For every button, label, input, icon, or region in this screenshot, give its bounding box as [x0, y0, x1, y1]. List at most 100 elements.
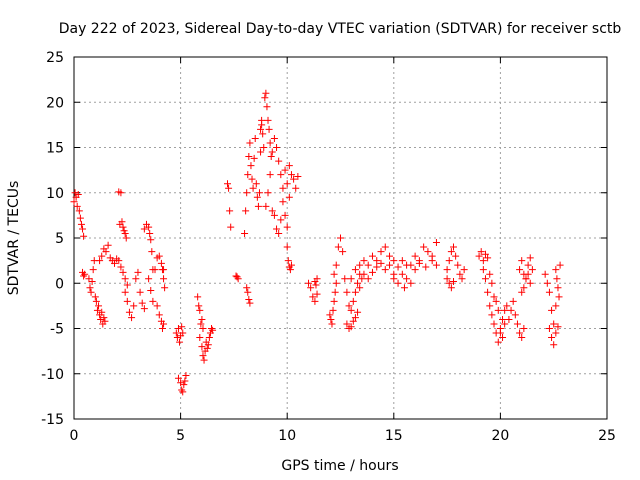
data-point: [262, 89, 270, 97]
data-point: [332, 279, 340, 287]
data-point: [149, 297, 157, 305]
data-point: [526, 254, 534, 262]
data-point: [244, 171, 252, 179]
data-point: [70, 198, 78, 206]
data-point: [411, 252, 419, 260]
data-point: [501, 320, 509, 328]
data-point: [246, 139, 254, 147]
data-point: [121, 275, 129, 283]
data-point: [255, 189, 263, 197]
data-point: [92, 297, 100, 305]
data-point: [411, 266, 419, 274]
data-point: [254, 202, 262, 210]
data-point: [398, 257, 406, 265]
data-point: [345, 302, 353, 310]
data-point: [123, 297, 131, 305]
data-point: [145, 275, 153, 283]
data-point: [198, 315, 206, 323]
data-point: [268, 148, 276, 156]
data-point: [145, 223, 153, 231]
data-point: [294, 172, 302, 180]
data-point: [200, 356, 208, 364]
data-point: [98, 308, 106, 316]
data-point: [360, 257, 368, 265]
x-tick-label: 10: [278, 428, 296, 444]
y-tick-labels: -15 -10 -5 0 5 10 15 20 25: [41, 50, 64, 428]
data-point: [277, 171, 285, 179]
data-point: [456, 270, 464, 278]
data-point: [181, 377, 189, 385]
data-point: [179, 388, 187, 396]
data-point: [312, 281, 320, 289]
data-point: [273, 225, 281, 233]
data-point: [313, 275, 321, 283]
data-point: [488, 279, 496, 287]
data-point: [73, 202, 81, 210]
data-point: [257, 148, 265, 156]
data-point: [347, 306, 355, 314]
data-point: [100, 314, 108, 322]
data-point: [368, 252, 376, 260]
data-point: [194, 293, 202, 301]
data-point: [178, 323, 186, 331]
data-point: [119, 223, 127, 231]
data-point: [347, 323, 355, 331]
data-point: [96, 257, 104, 265]
data-point: [252, 180, 260, 188]
chart-title: Day 222 of 2023, Sidereal Day-to-day VTE…: [59, 21, 622, 37]
data-point: [360, 270, 368, 278]
data-point: [125, 308, 133, 316]
data-point: [273, 144, 281, 151]
data-point: [248, 175, 256, 183]
data-point: [79, 225, 87, 233]
data-point: [334, 243, 342, 251]
data-point: [307, 284, 315, 292]
data-point: [176, 338, 184, 346]
data-point: [157, 259, 165, 267]
data-point: [516, 329, 524, 337]
data-point: [199, 352, 207, 360]
data-point: [121, 229, 129, 237]
data-point: [177, 379, 185, 387]
data-point: [377, 248, 385, 256]
data-point: [554, 323, 562, 331]
data-point: [71, 189, 79, 197]
data-point: [179, 329, 187, 337]
data-point: [552, 266, 560, 274]
data-point: [270, 134, 278, 142]
y-tick-label: 15: [46, 141, 64, 157]
data-point: [285, 162, 293, 170]
data-point: [265, 125, 273, 133]
data-point: [249, 184, 257, 192]
data-point: [138, 299, 146, 307]
data-point: [259, 130, 267, 138]
x-tick-label: 25: [598, 428, 616, 444]
data-point: [244, 288, 252, 296]
data-point: [528, 266, 536, 274]
y-tick-label: 5: [55, 231, 64, 247]
data-point: [449, 277, 457, 285]
y-tick-label: 20: [46, 95, 64, 111]
data-point: [128, 314, 136, 322]
data-point: [486, 302, 494, 310]
data-point: [98, 252, 106, 260]
data-point: [148, 248, 156, 256]
data-point: [242, 207, 250, 215]
data-point: [481, 250, 489, 258]
y-tick-label: -15: [41, 412, 64, 428]
data-point: [403, 275, 411, 283]
x-tick-label: 5: [176, 428, 185, 444]
data-point: [132, 275, 140, 283]
data-point: [93, 306, 101, 314]
data-point: [368, 268, 376, 276]
data-point: [552, 302, 560, 310]
data-point: [447, 248, 455, 256]
data-point: [553, 275, 561, 283]
data-point: [354, 279, 362, 287]
data-point: [74, 191, 82, 199]
data-point: [548, 306, 556, 314]
data-point: [266, 171, 274, 179]
data-point: [243, 284, 251, 292]
data-point: [499, 334, 507, 342]
data-point: [349, 297, 357, 305]
